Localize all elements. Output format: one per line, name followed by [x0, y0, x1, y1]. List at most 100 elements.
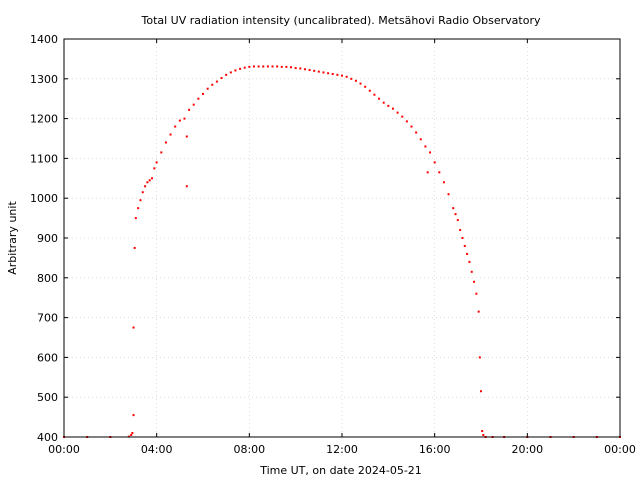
data-point — [248, 65, 251, 68]
data-point — [442, 181, 445, 184]
chart-title: Total UV radiation intensity (uncalibrat… — [141, 14, 541, 27]
data-point — [373, 93, 376, 96]
data-point — [160, 151, 163, 154]
data-point — [419, 138, 422, 141]
y-tick-label: 800 — [37, 272, 58, 285]
data-point — [257, 65, 260, 68]
data-point — [290, 66, 293, 69]
data-point — [313, 69, 316, 72]
data-point — [454, 213, 457, 216]
data-point — [426, 171, 429, 174]
data-point — [482, 434, 485, 437]
data-point — [308, 69, 311, 72]
y-tick-label: 900 — [37, 232, 58, 245]
data-point — [463, 244, 466, 247]
data-point — [429, 151, 432, 154]
x-tick-label: 08:00 — [233, 443, 265, 456]
data-point — [294, 67, 297, 70]
data-point — [459, 229, 462, 232]
data-point — [169, 133, 172, 136]
data-point — [345, 75, 348, 78]
y-tick-label: 1000 — [30, 192, 58, 205]
x-tick-label: 04:00 — [141, 443, 173, 456]
data-point — [131, 432, 134, 435]
data-point — [134, 217, 137, 220]
data-point — [378, 97, 381, 100]
data-point — [243, 66, 246, 69]
data-point — [299, 67, 302, 70]
data-point — [178, 119, 181, 122]
data-point — [424, 145, 427, 148]
y-tick-label: 1100 — [30, 152, 58, 165]
data-point — [475, 292, 478, 295]
data-point — [137, 207, 140, 210]
data-point — [252, 65, 255, 68]
data-point — [331, 73, 334, 76]
x-tick-label: 00:00 — [604, 443, 636, 456]
y-axis-label: Arbitrary unit — [6, 201, 19, 275]
data-point — [317, 70, 320, 73]
data-point — [280, 65, 283, 68]
data-point — [285, 65, 288, 68]
data-point — [239, 67, 242, 70]
data-point — [266, 65, 269, 68]
data-point — [130, 434, 133, 437]
data-point — [447, 193, 450, 196]
y-tick-label: 1200 — [30, 113, 58, 126]
data-point — [327, 72, 330, 75]
data-point — [229, 71, 232, 74]
data-point — [197, 97, 200, 100]
data-point — [188, 108, 191, 111]
data-point — [452, 207, 455, 210]
data-point — [192, 103, 195, 106]
y-tick-label: 500 — [37, 391, 58, 404]
data-point — [461, 237, 464, 239]
y-tick-label: 1400 — [30, 33, 58, 46]
data-point — [396, 111, 399, 114]
data-point — [401, 115, 404, 118]
data-point — [220, 77, 223, 80]
data-point — [155, 161, 158, 164]
data-point — [146, 181, 149, 184]
data-point — [466, 252, 469, 255]
x-tick-label: 20:00 — [511, 443, 543, 456]
data-point — [410, 125, 413, 128]
data-point — [405, 120, 408, 123]
data-point — [174, 125, 177, 128]
data-point — [141, 191, 144, 194]
y-tick-label: 700 — [37, 312, 58, 325]
data-point — [456, 219, 459, 222]
x-tick-label: 12:00 — [326, 443, 358, 456]
data-point — [185, 135, 188, 138]
data-point — [322, 71, 325, 74]
x-tick-label: 16:00 — [419, 443, 451, 456]
data-point — [144, 185, 147, 188]
data-point — [225, 73, 228, 76]
data-point — [481, 430, 484, 433]
axis-ticks: 00:00 04:00 08:00 12:00 16:00 20:00 00:0040050… — [30, 33, 636, 456]
data-point — [164, 141, 167, 144]
data-point — [215, 80, 218, 83]
data-point — [336, 73, 339, 76]
data-point — [359, 82, 362, 85]
data-point — [185, 185, 188, 188]
data-point — [382, 101, 385, 104]
data-point — [364, 85, 367, 88]
data-point — [480, 390, 482, 393]
data-point — [206, 87, 209, 90]
data-point — [183, 117, 186, 120]
data-point — [271, 65, 274, 68]
data-point — [415, 131, 418, 134]
data-point — [387, 104, 390, 107]
data-point — [132, 326, 135, 329]
data-point — [262, 65, 265, 68]
data-point — [350, 77, 353, 80]
data-point — [148, 179, 151, 182]
grid-lines — [64, 39, 620, 437]
data-point — [477, 310, 480, 313]
data-point — [433, 161, 436, 164]
data-point — [391, 107, 394, 110]
data-point — [132, 414, 135, 417]
